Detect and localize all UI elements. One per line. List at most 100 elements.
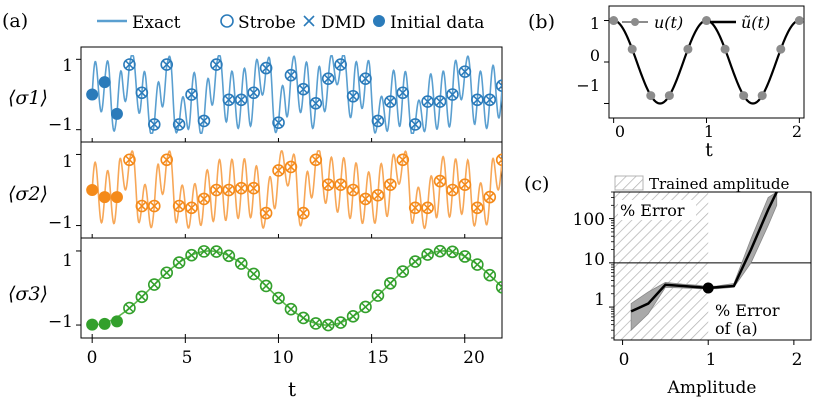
strobe-point-s2 [458, 178, 472, 191]
dmd-point-s2 [473, 203, 482, 213]
dmd-point-s2 [448, 185, 457, 195]
axes-c-frame [613, 191, 812, 341]
strobe-point-s3 [495, 280, 502, 294]
xtick-a-5: 5 [182, 348, 193, 368]
dmd-stroke [212, 247, 221, 256]
u-point [794, 16, 804, 26]
dmd-point-s2 [212, 185, 221, 195]
strobe-point-s1 [534, 63, 545, 74]
strobe-point-s1 [646, 112, 657, 123]
dmd-stroke [423, 203, 432, 213]
strobe-point-s2 [321, 178, 335, 191]
dmd-stroke [585, 103, 593, 111]
strobe-point-s2 [384, 178, 397, 191]
dmd-point-s1 [623, 103, 631, 111]
strobe-point-s1 [695, 100, 706, 111]
error-label: % Error [620, 201, 685, 220]
strobe-point-s3 [421, 248, 434, 261]
dmd-stroke [398, 88, 408, 98]
dmd-point-s1 [361, 74, 370, 83]
legend-strobe-label: Strobe [238, 13, 296, 33]
dmd-stroke [473, 95, 482, 105]
dmd-point-s1 [274, 118, 283, 127]
dmd-stroke [386, 180, 395, 189]
error-of-a-bg [713, 300, 789, 336]
dmd-stroke [511, 61, 519, 69]
strobe-point-s2 [534, 161, 545, 172]
strobe-point-s2 [483, 190, 497, 204]
dmd-point-s2 [236, 183, 246, 193]
dmd-stroke [497, 158, 502, 165]
dmd-point-s2 [784, 158, 792, 166]
strobe-point-s2 [571, 185, 582, 196]
strobe-point-s2 [259, 206, 273, 220]
dmd-point-s1 [548, 96, 556, 104]
strobe-point-s1 [584, 101, 595, 112]
dmd-stroke [647, 114, 655, 122]
strobe-point-s1 [396, 86, 410, 100]
dmd-stroke [784, 158, 792, 166]
dmd-point-s3 [410, 257, 420, 266]
dmd-point-s1 [149, 120, 159, 129]
dmd-point-s3 [125, 303, 134, 313]
ytick-a3-bottom: −1 [48, 312, 73, 332]
strobe-point-s2 [160, 153, 174, 167]
dmd-stroke [772, 87, 780, 95]
legend-dmd-label: DMD [321, 13, 366, 33]
dmd-point-s3 [286, 304, 296, 314]
strobe-point-s3 [309, 317, 323, 330]
dmd-point-s3 [224, 251, 234, 261]
u-point [646, 91, 656, 101]
dmd-stroke [710, 165, 718, 173]
dmd-stroke [548, 96, 556, 104]
dmd-stroke [697, 101, 705, 109]
dmd-point-s1 [410, 120, 420, 129]
strobe-point-s1 [172, 118, 186, 131]
dmd-stroke [734, 161, 742, 169]
dmd-point-s1 [710, 91, 718, 99]
dmd-stroke [149, 280, 159, 289]
dmd-stroke [772, 87, 780, 95]
dmd-stroke [249, 183, 259, 193]
dmd-point-s1 [647, 114, 655, 122]
strobe-point-s2 [546, 199, 557, 210]
dmd-point-s2 [573, 186, 581, 194]
dmd-stroke [497, 81, 502, 87]
dmd-stroke [373, 116, 383, 126]
dmd-point-s3 [187, 250, 196, 260]
dmd-stroke [236, 259, 246, 268]
dmd-point-s2 [423, 203, 432, 213]
dmd-stroke [299, 208, 308, 218]
panel-c: (c) Trained amplitude % Error % Error of… [524, 173, 812, 398]
strobe-point-s1 [259, 61, 273, 75]
dmd-point-s1 [610, 82, 618, 90]
dmd-point-s2 [710, 165, 718, 173]
dmd-stroke [536, 64, 544, 72]
strobe-point-s1 [284, 68, 298, 82]
strobe-point-s3 [247, 267, 260, 281]
strobe-point-s2 [471, 201, 484, 215]
dmd-stroke [497, 84, 502, 91]
strobe-point-s1 [708, 89, 719, 100]
strobe-point-s2 [135, 199, 149, 213]
strobe-point-s1 [559, 94, 570, 105]
dmd-point-s3 [460, 252, 470, 261]
dmd-stroke [323, 320, 333, 330]
dmd-stroke [336, 318, 345, 327]
dmd-point-s1 [448, 90, 457, 99]
u-point [739, 91, 749, 101]
strobe-point-s1 [297, 82, 310, 96]
dmd-stroke [485, 192, 495, 202]
strobe-point-s1 [334, 58, 347, 71]
strobe-point-s3 [384, 276, 397, 290]
dmd-stroke [361, 302, 370, 312]
strobe-point-s2 [596, 177, 607, 188]
panel-b: (b) u(t) ũ(t) 1 0 −1 0 1 2 t [528, 5, 805, 161]
dmd-stroke [610, 82, 618, 90]
dmd-stroke [373, 191, 383, 200]
strobe-point-s1 [621, 101, 632, 112]
strobe-point-s3 [433, 244, 447, 258]
dmd-point-s1 [323, 74, 333, 83]
initial-point-s2 [98, 191, 111, 204]
dmd-point-s1 [473, 95, 482, 105]
